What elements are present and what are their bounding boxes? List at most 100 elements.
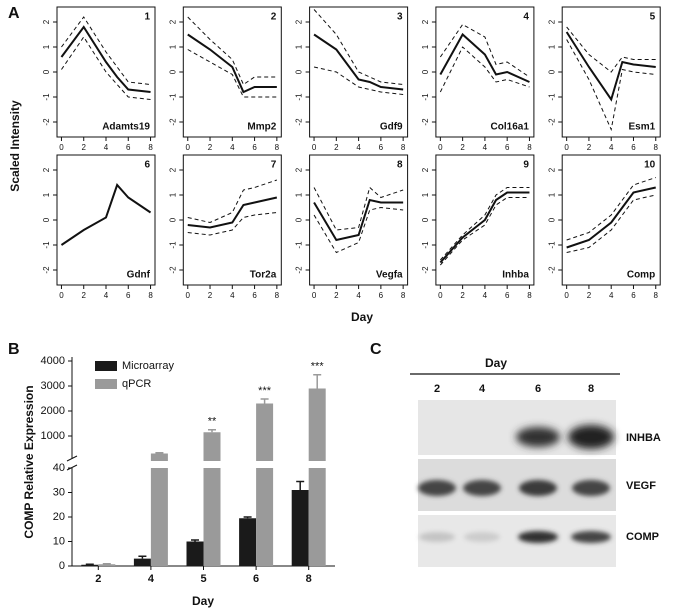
x-tick-label: 4 — [483, 291, 488, 300]
line-series — [565, 31, 656, 102]
x-tick-label: 4 — [104, 291, 109, 300]
x-tick-label: 8 — [148, 291, 153, 300]
x-tick-label: 4 — [104, 143, 109, 152]
line-series — [187, 16, 277, 86]
panel-number: 1 — [144, 12, 150, 23]
x-tick-label: 0 — [312, 291, 317, 300]
x-tick-label: 2 — [460, 291, 465, 300]
panel-number: 2 — [271, 12, 277, 23]
x-tick-label: 0 — [312, 143, 317, 152]
y-tick-label: 0 — [42, 217, 51, 222]
line-series — [60, 183, 152, 246]
panel-number: 7 — [271, 160, 277, 171]
x-tick-label: 8 — [401, 291, 406, 300]
x-tick-label: 8 — [654, 291, 659, 300]
significance: *** — [258, 385, 272, 397]
gene-label: Vegfa — [376, 270, 403, 281]
x-tick-label: 0 — [186, 291, 191, 300]
x-axis-title: Day — [192, 594, 214, 608]
y-tick-label: -1 — [295, 241, 304, 249]
plot-frame — [561, 154, 661, 286]
line-series — [60, 25, 151, 93]
y-tick-label: 0 — [59, 560, 65, 572]
gene-label: Tor2a — [250, 270, 277, 281]
x-tick-label: 6 — [126, 143, 131, 152]
x-tick-label: 2 — [82, 291, 87, 300]
y-tick-label: -2 — [295, 266, 304, 274]
blot-header: Day — [485, 356, 507, 370]
bar — [308, 388, 326, 566]
legend-swatch — [95, 379, 117, 389]
y-tick-label: -1 — [547, 93, 556, 101]
y-tick-label: 1 — [421, 44, 430, 49]
line-series — [187, 212, 277, 236]
error-bar — [138, 555, 147, 559]
y-tick-label: -1 — [168, 241, 177, 249]
panel-number: 6 — [144, 160, 150, 171]
legend-swatch — [95, 361, 117, 371]
legend-label: Microarray — [122, 360, 174, 372]
panel-label: B — [8, 341, 20, 358]
x-tick-label: 8 — [401, 143, 406, 152]
x-tick-label: 8 — [275, 291, 280, 300]
x-tick-label: 2 — [460, 143, 465, 152]
gene-label: Gdnf — [127, 270, 151, 281]
line-series — [187, 196, 278, 229]
x-tick-label: 6 — [379, 143, 384, 152]
band — [571, 531, 611, 543]
panel-label: A — [8, 5, 20, 22]
panel-number: 8 — [397, 160, 403, 171]
bar — [256, 403, 274, 566]
gene-label: Col16a1 — [491, 122, 530, 133]
band — [519, 480, 557, 496]
line-series — [439, 187, 530, 261]
line-series — [439, 191, 530, 264]
panel-number: 4 — [523, 12, 529, 23]
y-tick-label: 2 — [295, 19, 304, 24]
error-bar — [313, 374, 322, 389]
y-tick-label: -1 — [547, 241, 556, 249]
line-series — [187, 179, 278, 224]
x-axis-title: Day — [351, 310, 373, 324]
band — [518, 531, 558, 543]
line-series — [566, 39, 656, 132]
significance: *** — [311, 361, 325, 373]
line-series — [313, 198, 404, 242]
y-tick-label: -2 — [421, 266, 430, 274]
x-tick-label: 2 — [208, 143, 213, 152]
x-tick-label: 8 — [527, 143, 532, 152]
y-tick-label: 3000 — [41, 380, 65, 392]
y-tick-label: -2 — [168, 118, 177, 126]
x-tick-label: 4 — [230, 291, 235, 300]
x-tick-label: 2 — [82, 143, 87, 152]
y-tick-label: 4000 — [41, 355, 65, 367]
axis-break — [66, 455, 78, 462]
panel-number: 10 — [644, 160, 656, 171]
x-tick-label: 2 — [587, 143, 592, 152]
plot-frame — [56, 154, 156, 286]
y-tick-label: 1 — [42, 44, 51, 49]
x-tick-label: 6 — [379, 291, 384, 300]
y-tick-label: 0 — [547, 69, 556, 74]
line-series — [187, 33, 277, 94]
line-series — [313, 186, 404, 231]
band — [464, 532, 500, 542]
x-tick-label: 6 — [252, 291, 257, 300]
x-tick-label: 6 — [252, 143, 257, 152]
y-axis-title: COMP Relative Expression — [22, 385, 36, 538]
panel-number: 3 — [397, 12, 403, 23]
bar — [98, 564, 116, 566]
y-tick-label: 0 — [168, 217, 177, 222]
bar — [203, 432, 221, 566]
y-tick-label: 0 — [421, 217, 430, 222]
x-tick-label: 0 — [438, 143, 443, 152]
gene-label: Inhba — [502, 270, 529, 281]
x-tick-label: 0 — [564, 291, 569, 300]
x-tick-label: 0 — [438, 291, 443, 300]
y-tick-label: 1 — [168, 44, 177, 49]
x-tick-label: 6 — [505, 143, 510, 152]
line-series — [566, 177, 656, 241]
y-tick-label: 1 — [295, 192, 304, 197]
y-tick-label: -2 — [547, 118, 556, 126]
line-series — [439, 23, 530, 78]
